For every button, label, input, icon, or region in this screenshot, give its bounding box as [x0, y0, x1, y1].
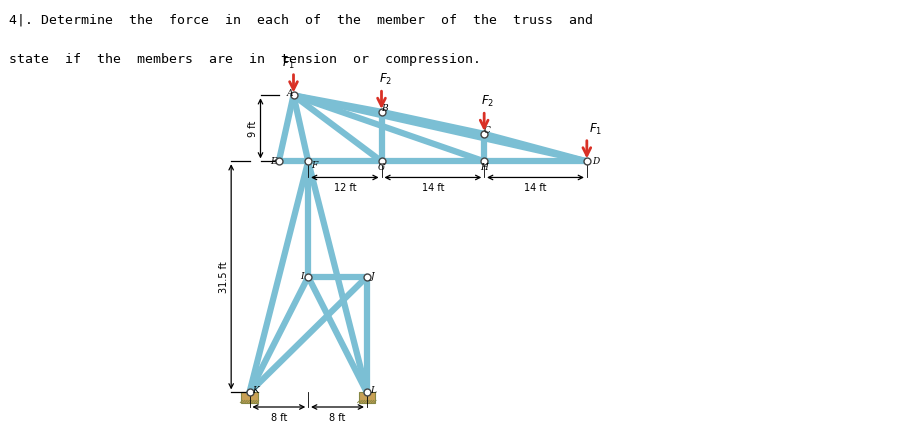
Text: $F_1$: $F_1$ [282, 56, 295, 71]
Text: state  if  the  members  are  in  tension  or  compression.: state if the members are in tension or c… [9, 53, 481, 66]
Text: 14 ft: 14 ft [422, 183, 444, 193]
Text: B: B [381, 104, 388, 113]
Text: C: C [483, 126, 491, 135]
Text: $F_2$: $F_2$ [379, 72, 392, 87]
Text: $F_2$: $F_2$ [481, 94, 494, 109]
Text: H: H [481, 163, 488, 172]
Text: I: I [301, 272, 304, 281]
Text: L: L [370, 386, 376, 396]
Text: 9 ft: 9 ft [249, 120, 259, 136]
Text: J: J [370, 272, 374, 281]
Text: D: D [592, 157, 599, 166]
Text: 12 ft: 12 ft [334, 183, 356, 193]
Text: $F_1$: $F_1$ [589, 122, 602, 137]
Text: 8 ft: 8 ft [329, 413, 346, 423]
Text: K: K [252, 386, 259, 396]
Text: 31.5 ft: 31.5 ft [219, 261, 229, 293]
Text: G: G [378, 163, 385, 172]
Text: E: E [270, 157, 276, 166]
Text: A: A [287, 88, 293, 98]
Text: 4|. Determine  the  force  in  each  of  the  member  of  the  truss  and: 4|. Determine the force in each of the m… [9, 13, 593, 26]
Text: 8 ft: 8 ft [271, 413, 287, 423]
Text: 14 ft: 14 ft [525, 183, 547, 193]
Bar [241, 392, 258, 403]
Text: F: F [311, 161, 317, 169]
Bar [359, 392, 375, 403]
